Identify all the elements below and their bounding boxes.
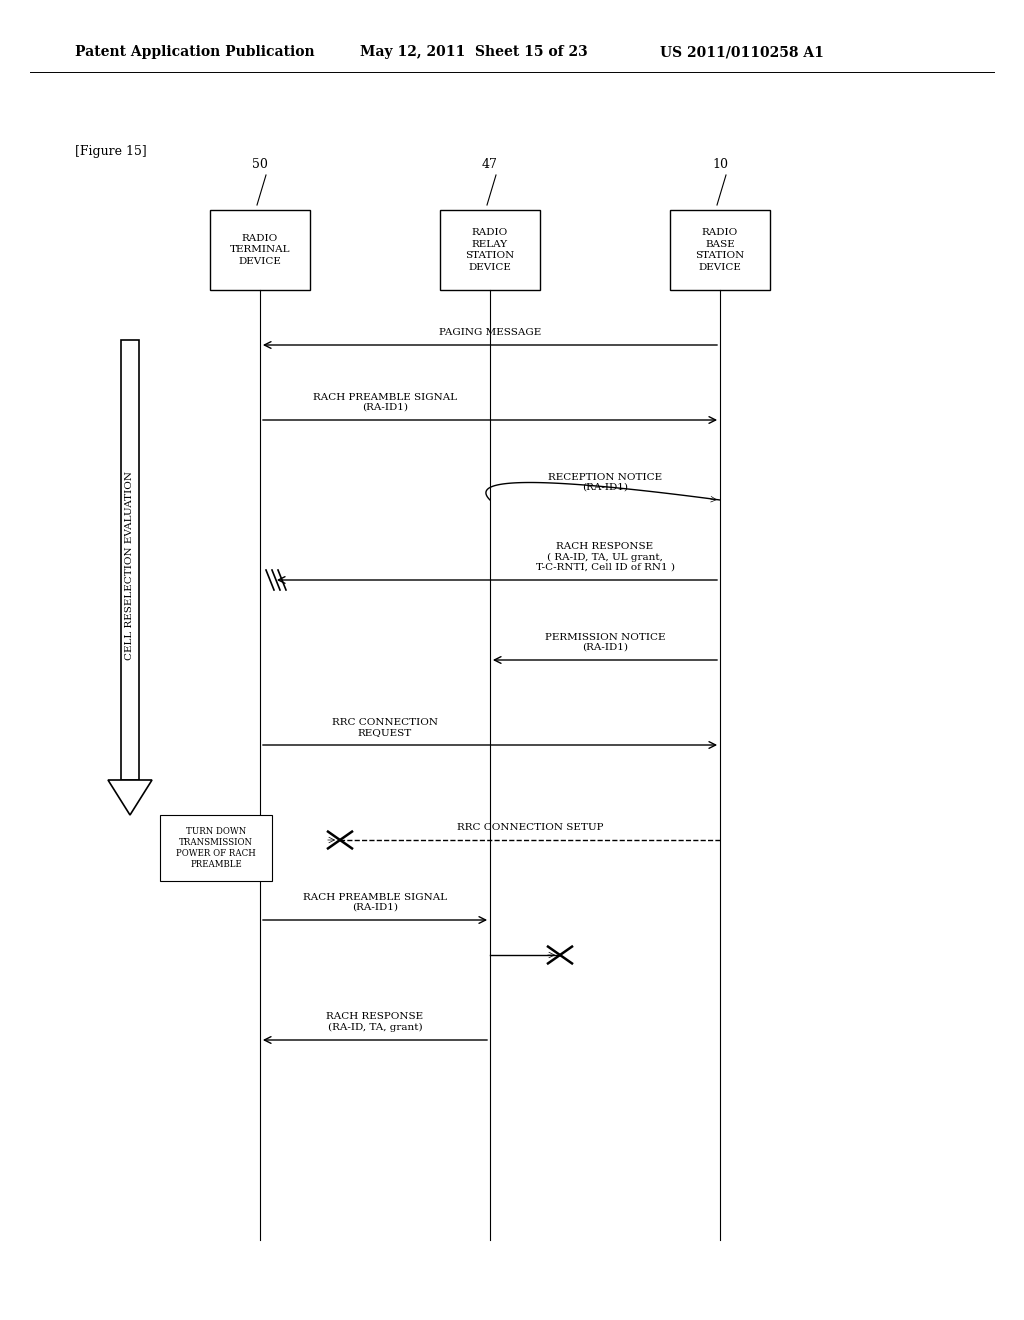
Bar: [160, 814, 272, 880]
Text: RACH PREAMBLE SIGNAL
(RA-ID1): RACH PREAMBLE SIGNAL (RA-ID1): [303, 892, 447, 912]
Text: RECEPTION NOTICE
(RA-ID1): RECEPTION NOTICE (RA-ID1): [548, 473, 663, 492]
Text: May 12, 2011  Sheet 15 of 23: May 12, 2011 Sheet 15 of 23: [360, 45, 588, 59]
Text: 50: 50: [252, 158, 268, 172]
Text: PERMISSION NOTICE
(RA-ID1): PERMISSION NOTICE (RA-ID1): [545, 632, 666, 652]
Text: RADIO
TERMINAL
DEVICE: RADIO TERMINAL DEVICE: [229, 234, 290, 265]
Bar: [210, 210, 310, 290]
Text: RADIO
RELAY
STATION
DEVICE: RADIO RELAY STATION DEVICE: [465, 228, 515, 272]
Polygon shape: [108, 780, 152, 814]
Text: RRC CONNECTION
REQUEST: RRC CONNECTION REQUEST: [332, 718, 438, 737]
Text: CELL RESELECTION EVALUATION: CELL RESELECTION EVALUATION: [126, 470, 134, 660]
Text: RACH RESPONSE
(RA-ID, TA, grant): RACH RESPONSE (RA-ID, TA, grant): [327, 1012, 424, 1032]
Text: [Figure 15]: [Figure 15]: [75, 145, 146, 158]
Text: PAGING MESSAGE: PAGING MESSAGE: [439, 327, 541, 337]
Text: Patent Application Publication: Patent Application Publication: [75, 45, 314, 59]
Text: RRC CONNECTION SETUP: RRC CONNECTION SETUP: [457, 822, 603, 832]
Text: 47: 47: [482, 158, 498, 172]
Bar: [121, 341, 139, 780]
Text: TURN DOWN
TRANSMISSION
POWER OF RACH
PREAMBLE: TURN DOWN TRANSMISSION POWER OF RACH PRE…: [176, 826, 256, 869]
Text: US 2011/0110258 A1: US 2011/0110258 A1: [660, 45, 824, 59]
Text: 10: 10: [712, 158, 728, 172]
Text: RACH PREAMBLE SIGNAL
(RA-ID1): RACH PREAMBLE SIGNAL (RA-ID1): [313, 392, 457, 412]
Bar: [440, 210, 540, 290]
Text: RADIO
BASE
STATION
DEVICE: RADIO BASE STATION DEVICE: [695, 228, 744, 272]
Bar: [670, 210, 770, 290]
Text: RACH RESPONSE
( RA-ID, TA, UL grant,
T-C-RNTI, Cell ID of RN1 ): RACH RESPONSE ( RA-ID, TA, UL grant, T-C…: [536, 543, 675, 572]
